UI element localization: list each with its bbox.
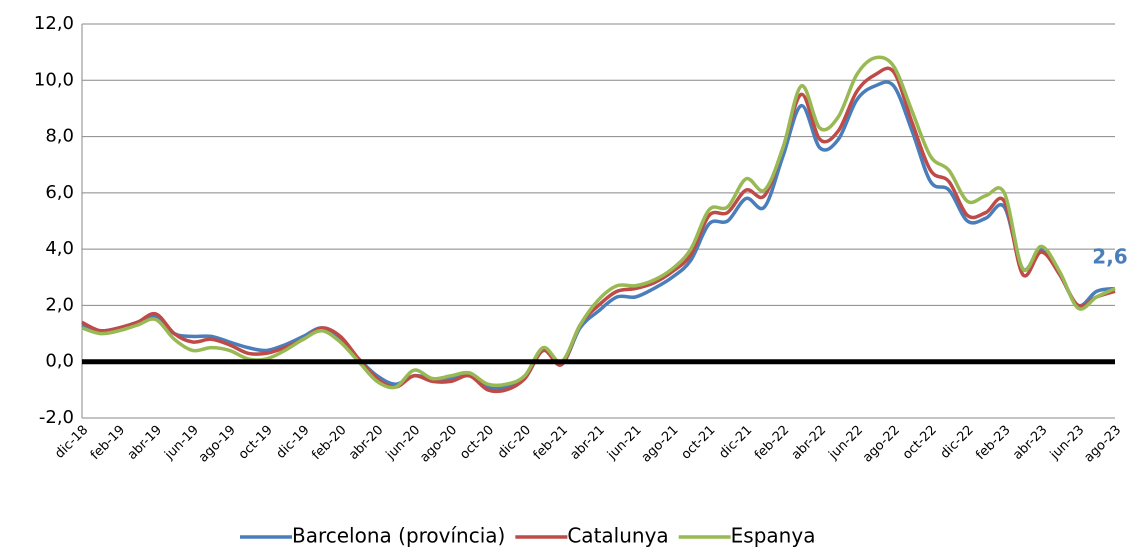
x-tick-label: feb-21 — [531, 423, 571, 463]
x-tick-label: abr-22 — [789, 423, 829, 463]
x-tick-label: ago-22 — [860, 423, 903, 466]
legend-label: Barcelona (província) — [292, 524, 505, 548]
x-tick-label: abr-20 — [346, 423, 386, 463]
x-tick-label: dic-22 — [938, 423, 977, 462]
y-tick-label: 12,0 — [34, 13, 74, 34]
annotation: 2,6 — [1092, 245, 1127, 269]
y-tick-label: -2,0 — [39, 407, 74, 428]
series-line — [81, 55, 1116, 390]
x-tick-label: abr-19 — [125, 423, 165, 463]
x-tick-label: abr-23 — [1010, 423, 1050, 463]
y-tick-label: 8,0 — [45, 126, 74, 147]
x-tick-label: oct-22 — [900, 423, 940, 463]
x-tick-label: jun-23 — [1047, 423, 1088, 464]
x-tick-label: oct-19 — [236, 423, 276, 463]
legend-label: Espanya — [731, 524, 816, 548]
x-tick-label: feb-20 — [309, 423, 349, 463]
x-tick-label: dic-21 — [716, 423, 755, 462]
x-tick-label: jun-22 — [826, 423, 867, 464]
x-tick-label: dic-20 — [495, 423, 534, 462]
y-tick-label: 2,0 — [45, 294, 74, 315]
x-tick-label: ago-19 — [196, 423, 239, 466]
y-tick-label: 0,0 — [45, 351, 74, 372]
series-line — [81, 66, 1116, 394]
x-tick-label: ago-20 — [417, 423, 460, 466]
x-tick-label: jun-21 — [604, 423, 645, 464]
x-tick-label: feb-19 — [88, 423, 128, 463]
grid — [81, 23, 1115, 419]
y-tick-label: 10,0 — [34, 69, 74, 90]
y-tick-label: 4,0 — [45, 238, 74, 259]
x-tick-label: oct-21 — [679, 423, 719, 463]
x-tick-label: jun-20 — [383, 423, 424, 464]
x-tick-label: dic-18 — [52, 423, 91, 462]
x-tick-label: abr-21 — [568, 423, 608, 463]
x-tick-label: feb-23 — [973, 423, 1013, 463]
x-tick-label: oct-20 — [457, 423, 497, 463]
x-tick-label: ago-21 — [639, 423, 682, 466]
x-tick-label: ago-23 — [1081, 423, 1124, 466]
legend-label: Catalunya — [567, 524, 668, 548]
x-tick-label: jun-19 — [161, 423, 202, 464]
series-line — [81, 80, 1116, 391]
y-tick-label: 6,0 — [45, 182, 74, 203]
x-tick-label: dic-19 — [274, 423, 313, 462]
x-tick-label: feb-22 — [752, 423, 792, 463]
